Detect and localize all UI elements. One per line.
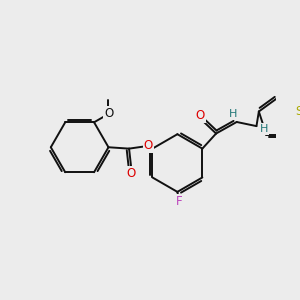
Text: O: O — [127, 167, 136, 180]
Text: O: O — [104, 107, 113, 120]
Text: O: O — [196, 110, 205, 122]
Text: F: F — [176, 195, 182, 208]
Text: O: O — [144, 140, 153, 152]
Text: S: S — [296, 105, 300, 118]
Text: H: H — [228, 109, 237, 119]
Text: H: H — [260, 124, 268, 134]
